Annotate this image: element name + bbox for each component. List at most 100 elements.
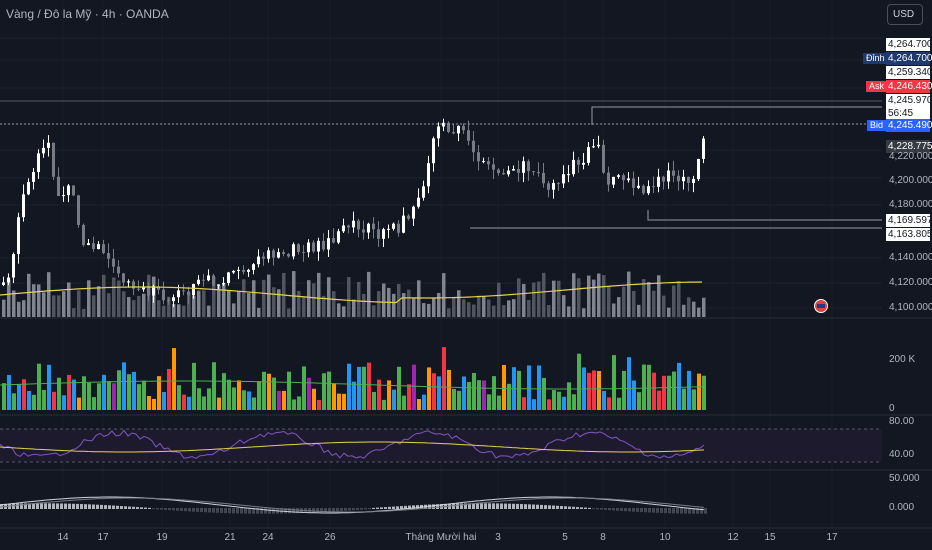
macd-histogram-bar [184, 508, 187, 512]
volume-histogram-bar [182, 394, 186, 410]
macd-histogram-bar [408, 505, 411, 509]
volume-histogram-bar [552, 390, 556, 410]
volume-histogram-bar [342, 393, 346, 410]
macd-histogram-bar [584, 507, 587, 509]
macd-histogram-bar [340, 508, 343, 511]
candle-body [217, 284, 220, 286]
candle-body [162, 289, 165, 301]
candle-body [287, 253, 290, 257]
volume-histogram-bar [127, 374, 131, 410]
macd-histogram-bar [44, 503, 47, 509]
volume-histogram-bar [677, 362, 681, 410]
macd-histogram-bar [348, 508, 351, 511]
macd-histogram-bar [632, 508, 635, 512]
volume-bar [497, 282, 501, 317]
volume-bar [617, 297, 621, 317]
volume-histogram-bar [237, 380, 241, 410]
volume-bar [97, 286, 101, 317]
volume-histogram-bar [47, 364, 51, 410]
volume-histogram-bar [382, 399, 386, 410]
volume-bar [457, 290, 461, 317]
volume-histogram-bar [697, 373, 701, 410]
volume-bar [12, 290, 16, 317]
macd-histogram-bar [16, 503, 19, 509]
candle-body [292, 244, 295, 257]
candle-body [332, 238, 335, 243]
macd-histogram-bar [572, 506, 575, 509]
macd-histogram-bar [412, 505, 415, 509]
volume-histogram-bar [242, 390, 246, 410]
volume-bar [297, 290, 301, 317]
volume-histogram-bar [17, 384, 21, 410]
volume-histogram-bar [402, 395, 406, 410]
volume-bar [112, 277, 116, 317]
volume-histogram-bar [357, 366, 361, 410]
time-axis-tick: 8 [600, 532, 606, 543]
candle-body [52, 142, 55, 177]
volume-bar [677, 281, 681, 317]
volume-bar [107, 293, 111, 317]
macd-histogram-bar [612, 508, 615, 511]
volume-bar [422, 303, 426, 317]
macd-histogram-bar [24, 503, 27, 509]
candle-body [307, 242, 310, 253]
volume-histogram-bar [12, 393, 16, 410]
candle-body [402, 215, 405, 233]
macd-histogram-bar [368, 508, 371, 510]
volume-histogram-bar [307, 377, 311, 410]
macd-histogram-bar [256, 508, 259, 514]
price-axis-tick: 4,140.000 [889, 252, 932, 263]
candle-body [312, 242, 315, 252]
macd-histogram-bar [504, 503, 507, 509]
volume-histogram-bar [482, 380, 486, 410]
volume-bar [312, 283, 316, 317]
volume-bar [417, 280, 421, 317]
macd-line [0, 496, 705, 514]
macd-histogram-bar [124, 506, 127, 509]
volume-bar [102, 274, 106, 317]
macd-histogram-bar [40, 503, 43, 509]
time-axis-tick: Tháng Mười hai [405, 532, 477, 543]
volume-bar [212, 277, 216, 317]
us-flag-icon[interactable] [814, 299, 828, 313]
candle-body [572, 159, 575, 175]
macd-histogram-bar [544, 505, 547, 509]
volume-bar [517, 278, 521, 317]
volume-histogram-bar [2, 383, 6, 410]
volume-histogram-bar [72, 379, 76, 410]
volume-bar [187, 292, 191, 317]
macd-histogram-bar [80, 504, 83, 509]
candle-body [457, 125, 460, 134]
candle-body [297, 244, 300, 252]
volume-bar [377, 291, 381, 317]
volume-histogram-bar [212, 362, 216, 410]
macd-histogram-bar [352, 508, 355, 511]
volume-bar [252, 280, 256, 317]
macd-histogram-bar [372, 507, 375, 509]
volume-histogram-bar [222, 373, 226, 410]
volume-histogram-bar [162, 392, 166, 410]
volume-bar [77, 290, 81, 317]
macd-histogram-bar [248, 508, 251, 514]
candle-body [592, 146, 595, 148]
volume-bar [7, 279, 11, 317]
candle-body [532, 171, 535, 173]
candle-body [612, 176, 615, 185]
macd-histogram-bar [404, 505, 407, 509]
volume-histogram-bar [412, 364, 416, 410]
macd-histogram-bar [92, 504, 95, 509]
currency-selector[interactable]: USD [887, 4, 923, 25]
volume-bar [547, 305, 551, 317]
volume-histogram-bar [567, 382, 571, 410]
volume-bar [427, 303, 431, 317]
candle-body [682, 176, 685, 182]
volume-histogram-bar [202, 396, 206, 410]
volume-histogram-bar [362, 366, 366, 410]
volume-histogram-bar [557, 391, 561, 410]
time-axis-tick: 3 [495, 532, 501, 543]
volume-histogram-bar [457, 390, 461, 410]
macd-histogram-bar [704, 508, 707, 514]
macd-histogram-bar [20, 503, 23, 509]
candle-body [167, 300, 170, 302]
